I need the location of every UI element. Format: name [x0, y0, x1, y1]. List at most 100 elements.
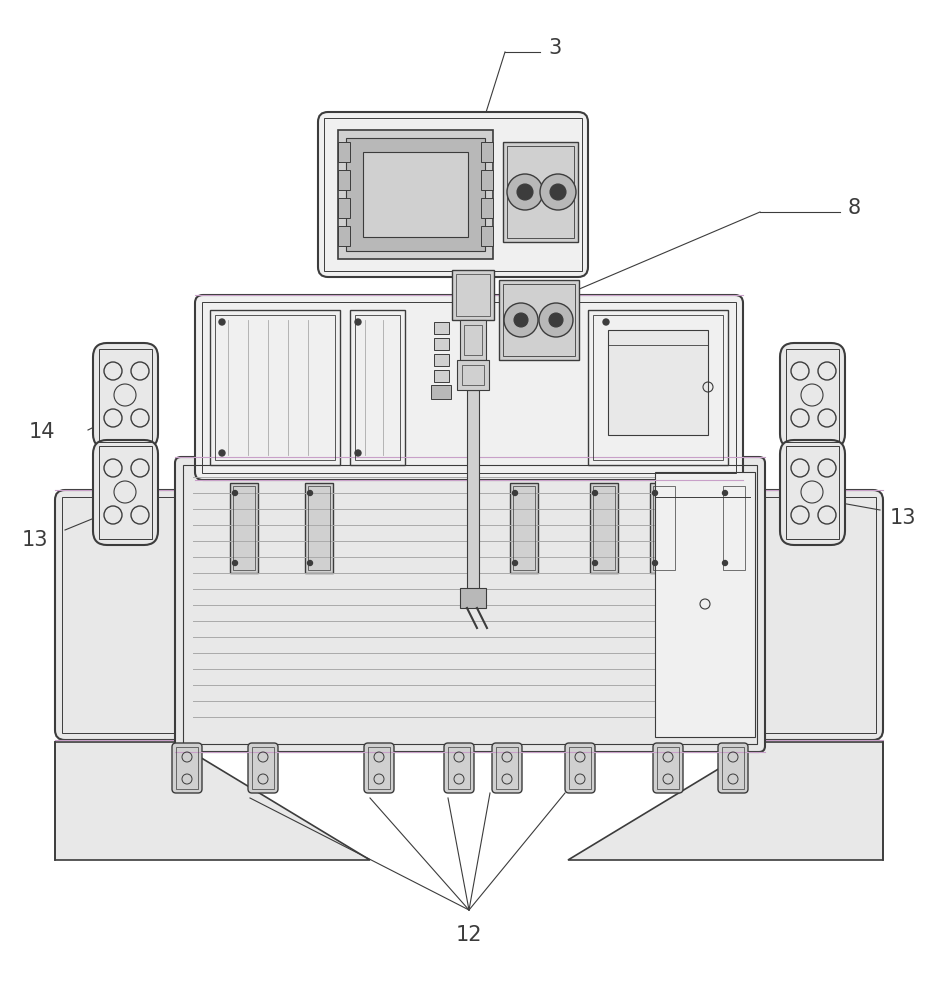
- FancyBboxPatch shape: [444, 743, 474, 793]
- Bar: [338, 198, 350, 218]
- Circle shape: [504, 303, 538, 337]
- Bar: [510, 483, 538, 573]
- FancyBboxPatch shape: [780, 343, 845, 448]
- Bar: [460, 588, 486, 608]
- FancyBboxPatch shape: [175, 457, 765, 752]
- Bar: [452, 270, 494, 320]
- Bar: [176, 747, 198, 789]
- FancyBboxPatch shape: [364, 743, 394, 793]
- Text: 3: 3: [548, 38, 561, 58]
- Bar: [368, 747, 390, 789]
- Circle shape: [355, 450, 361, 456]
- Bar: [363, 152, 468, 237]
- Bar: [99, 349, 152, 442]
- Bar: [503, 284, 575, 356]
- Bar: [252, 747, 274, 789]
- Bar: [434, 338, 449, 350]
- Bar: [233, 486, 255, 570]
- Circle shape: [653, 560, 658, 566]
- FancyBboxPatch shape: [492, 743, 522, 793]
- Text: 8: 8: [848, 198, 861, 218]
- Circle shape: [219, 450, 225, 456]
- Circle shape: [540, 174, 576, 210]
- Bar: [655, 472, 755, 737]
- Bar: [569, 747, 591, 789]
- Bar: [338, 170, 350, 190]
- Bar: [338, 142, 350, 162]
- Bar: [464, 325, 482, 355]
- Circle shape: [603, 319, 609, 325]
- Text: 13: 13: [890, 508, 916, 528]
- Circle shape: [549, 313, 563, 327]
- Bar: [496, 747, 518, 789]
- Circle shape: [355, 319, 361, 325]
- Circle shape: [507, 174, 543, 210]
- FancyBboxPatch shape: [565, 743, 595, 793]
- Bar: [723, 486, 745, 570]
- Bar: [653, 486, 675, 570]
- Circle shape: [219, 319, 225, 325]
- FancyBboxPatch shape: [195, 295, 743, 480]
- Bar: [456, 274, 490, 316]
- Bar: [338, 226, 350, 246]
- FancyBboxPatch shape: [653, 743, 683, 793]
- Circle shape: [722, 560, 728, 566]
- Circle shape: [233, 490, 237, 495]
- Circle shape: [514, 313, 528, 327]
- FancyBboxPatch shape: [55, 490, 883, 740]
- Bar: [657, 747, 679, 789]
- Circle shape: [308, 560, 312, 566]
- Bar: [230, 483, 258, 573]
- Bar: [481, 142, 493, 162]
- Bar: [499, 280, 579, 360]
- Circle shape: [233, 560, 237, 566]
- Bar: [434, 370, 449, 382]
- Bar: [202, 302, 736, 473]
- Circle shape: [593, 490, 598, 495]
- Bar: [308, 486, 330, 570]
- Bar: [513, 486, 535, 570]
- Bar: [457, 360, 489, 390]
- Circle shape: [308, 490, 312, 495]
- FancyBboxPatch shape: [718, 743, 748, 793]
- Bar: [355, 315, 400, 460]
- Bar: [448, 747, 470, 789]
- Bar: [431, 385, 451, 399]
- Bar: [590, 483, 618, 573]
- Bar: [467, 390, 479, 590]
- Bar: [350, 310, 405, 465]
- Bar: [481, 226, 493, 246]
- Bar: [346, 138, 485, 251]
- Bar: [588, 310, 728, 465]
- Bar: [593, 486, 615, 570]
- Text: 14: 14: [28, 422, 55, 442]
- FancyBboxPatch shape: [172, 743, 202, 793]
- Polygon shape: [55, 742, 370, 860]
- Bar: [460, 320, 486, 360]
- FancyBboxPatch shape: [780, 440, 845, 545]
- Bar: [481, 198, 493, 218]
- Bar: [608, 330, 708, 435]
- Circle shape: [512, 490, 518, 495]
- Text: 13: 13: [22, 530, 48, 550]
- Circle shape: [539, 303, 573, 337]
- Circle shape: [550, 184, 566, 200]
- Circle shape: [722, 490, 728, 495]
- Bar: [99, 446, 152, 539]
- Bar: [481, 170, 493, 190]
- Bar: [720, 483, 748, 573]
- Bar: [462, 365, 484, 385]
- Bar: [62, 497, 876, 733]
- Bar: [650, 483, 678, 573]
- Bar: [593, 315, 723, 460]
- Bar: [324, 118, 582, 271]
- Bar: [338, 130, 493, 259]
- Circle shape: [653, 490, 658, 495]
- Bar: [183, 465, 757, 744]
- Bar: [305, 483, 333, 573]
- FancyBboxPatch shape: [248, 743, 278, 793]
- Bar: [434, 354, 449, 366]
- FancyBboxPatch shape: [93, 440, 158, 545]
- Bar: [434, 322, 449, 334]
- Polygon shape: [568, 742, 883, 860]
